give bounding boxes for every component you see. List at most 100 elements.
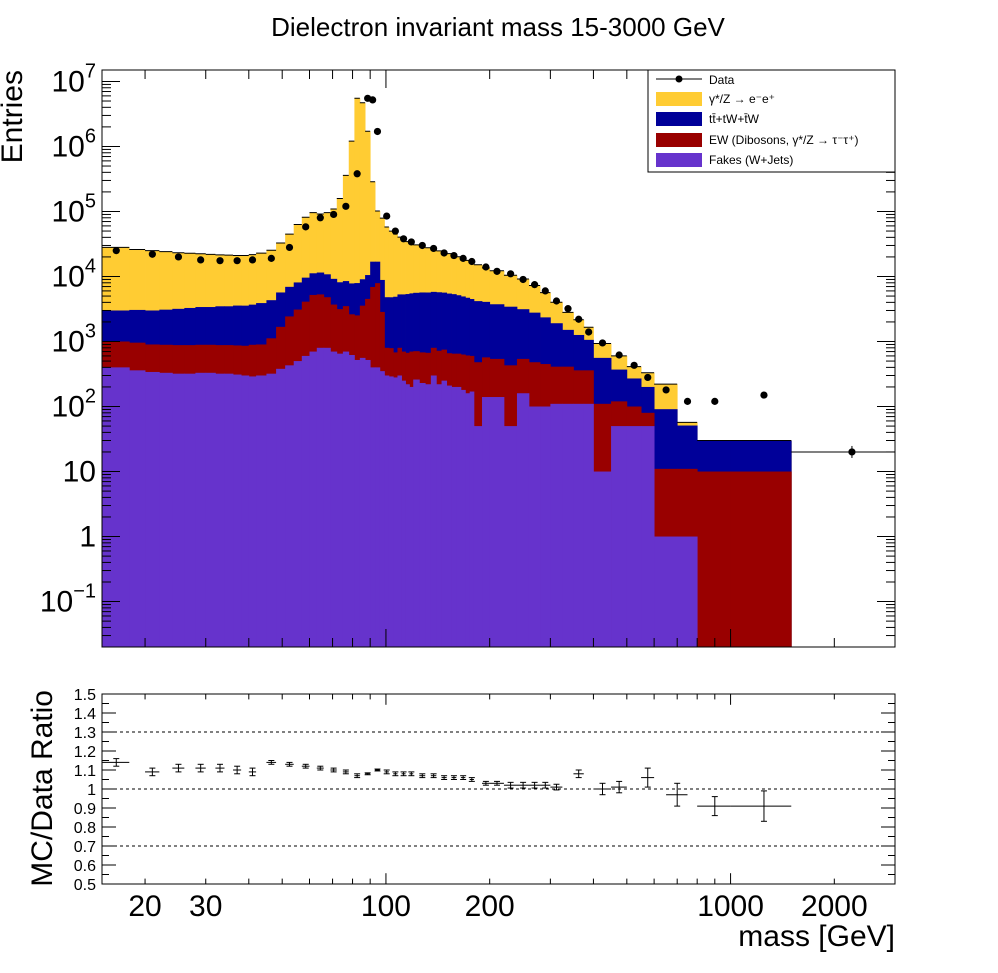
ratio-point (233, 765, 242, 775)
histogram-bar (451, 386, 457, 647)
data-point (369, 96, 377, 104)
legend-label-data: Data (709, 73, 735, 87)
histogram-bar (379, 371, 385, 647)
ratio-point (641, 767, 655, 788)
histogram-bar (370, 367, 376, 647)
histogram-bar (354, 359, 361, 647)
data-point (662, 386, 670, 394)
x-tick-label: 200 (465, 890, 515, 923)
y-tick-label: 10 (63, 456, 96, 489)
histogram-bar (677, 536, 698, 647)
x-tick-label: 2000 (801, 890, 868, 923)
ratio-point (383, 769, 390, 775)
legend-label-ew: EW (Dibosons, γ*/Z → τ⁻τ⁺) (709, 133, 859, 147)
histogram-bar (184, 373, 196, 647)
histogram-bar (241, 375, 250, 647)
ratio-y-tick-label: 0.5 (74, 877, 96, 894)
ratio-point (441, 775, 448, 780)
y-tick-label: 105 (52, 190, 97, 228)
histogram-bar (348, 355, 355, 647)
legend-label-ttbar: tt̄+tW+t̄W (709, 112, 760, 126)
ratio-point (364, 772, 371, 776)
histogram-bar (583, 403, 594, 647)
histogram-bar (489, 397, 505, 647)
ratio-point (342, 769, 349, 775)
data-point (373, 127, 382, 136)
data-point (541, 287, 549, 295)
ratio-point (503, 781, 517, 789)
ratio-reference-lines (102, 731, 895, 847)
ratio-point (528, 781, 541, 789)
legend-entry-dy: γ*/Z → e⁻e⁺ (656, 92, 775, 106)
data-point (302, 223, 310, 231)
data-point (342, 202, 350, 210)
data-point (399, 235, 408, 243)
data-point (519, 275, 527, 284)
histogram-bar (285, 365, 295, 647)
histogram-bar (697, 471, 731, 647)
histogram-bar (266, 373, 277, 647)
histogram-bar (611, 426, 628, 647)
histogram-bar (159, 372, 173, 647)
y-tick-label: 104 (52, 255, 97, 293)
histogram-bar (419, 382, 426, 647)
histogram-bar (233, 374, 242, 647)
histogram-bar (626, 426, 642, 647)
histogram-bar (436, 384, 442, 647)
histogram-bar (465, 393, 471, 647)
ratio-panel: 0.50.60.70.80.911.11.21.31.41.5 20 30 100 2… (26, 687, 896, 953)
histogram-bar (730, 471, 792, 647)
histogram-bar (405, 384, 410, 647)
ratio-point (489, 780, 504, 786)
data-point (683, 397, 692, 405)
ratio-y-tick-label: 1.5 (74, 687, 96, 704)
histogram-bar (654, 536, 678, 647)
ratio-point (450, 775, 457, 780)
ratio-y-axis: 0.5 0.6 0.7 0.8 0.9 1 1.1 1.2 1.3 1.4 1.5 (74, 687, 895, 894)
legend-label-dy: γ*/Z → e⁻e⁺ (709, 92, 775, 106)
ratio-point (102, 758, 130, 767)
ratio-point (593, 782, 612, 796)
data-point (760, 391, 768, 399)
histogram-bar (550, 403, 563, 647)
ratio-point (400, 771, 407, 777)
x-tick-label: 20 (128, 890, 161, 923)
histogram-bar (540, 406, 551, 647)
data-point (493, 267, 501, 275)
histogram-bar (342, 351, 350, 647)
histogram-bar (316, 347, 325, 647)
histogram-bar (276, 368, 286, 647)
histogram-bar (413, 379, 420, 647)
y-tick-label: 103 (52, 321, 97, 359)
ratio-point (482, 780, 490, 786)
data-point (430, 244, 438, 253)
histogram-bar (195, 372, 207, 647)
histogram-bar (336, 353, 344, 647)
histogram-bar (469, 391, 475, 647)
data-point (615, 351, 623, 359)
histogram-bar (562, 403, 574, 647)
histogram-bar (388, 376, 394, 647)
histogram-bar (482, 397, 491, 647)
histogram-bar (393, 377, 398, 647)
ratio-point (540, 781, 551, 789)
histogram-bar (425, 384, 432, 647)
ratio-y-tick-label: 0.8 (74, 820, 96, 837)
histogram-bar (528, 406, 541, 647)
histogram-bar (129, 370, 146, 647)
y-tick-label: 102 (52, 386, 97, 424)
ratio-y-tick-label: 0.7 (74, 839, 96, 856)
data-point (418, 241, 426, 250)
histogram-bar (375, 367, 381, 647)
histogram-bar (573, 403, 585, 647)
main-y-axis-label: Entries (0, 70, 29, 163)
ratio-point (419, 773, 426, 779)
histogram-bar (359, 357, 366, 647)
data-point (174, 253, 183, 261)
histogram-bar (215, 373, 225, 647)
histogram-bar (456, 386, 462, 647)
main-plot-frame (101, 69, 896, 648)
ratio-point (195, 763, 206, 773)
data-point (112, 247, 120, 255)
ratio-point (516, 781, 529, 789)
